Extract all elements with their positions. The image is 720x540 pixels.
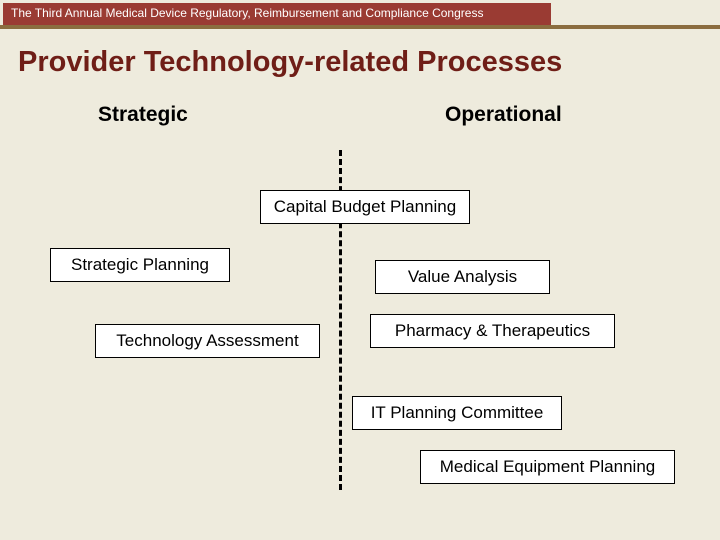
column-heading-strategic: Strategic [98,103,188,127]
box-capital-budget: Capital Budget Planning [260,190,470,224]
header-bar: The Third Annual Medical Device Regulato… [3,3,551,25]
box-value-analysis: Value Analysis [375,260,550,294]
header-underline [0,25,720,29]
column-heading-operational: Operational [445,103,562,127]
box-medical-equipment: Medical Equipment Planning [420,450,675,484]
box-strategic-planning: Strategic Planning [50,248,230,282]
header-text: The Third Annual Medical Device Regulato… [11,6,483,20]
page-title: Provider Technology-related Processes [18,46,562,79]
box-it-planning: IT Planning Committee [352,396,562,430]
box-technology-assessment: Technology Assessment [95,324,320,358]
box-pharmacy-therapeutics: Pharmacy & Therapeutics [370,314,615,348]
